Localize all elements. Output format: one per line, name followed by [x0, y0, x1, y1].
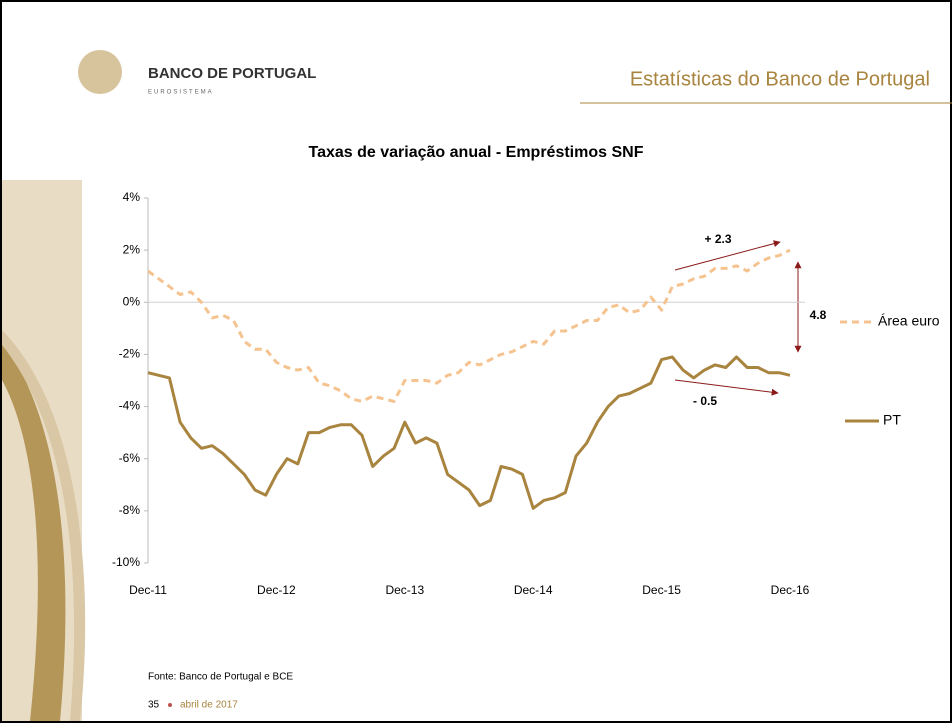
x-tick-label: Dec-12: [257, 583, 296, 597]
y-tick-label: -10%: [112, 555, 140, 569]
chart-title: Taxas de variação anual - Empréstimos SN…: [309, 144, 644, 161]
x-tick-label: Dec-13: [385, 583, 424, 597]
y-tick-label: 0%: [123, 294, 141, 308]
annotation: + 2.3: [704, 232, 731, 246]
annotation: 4.8: [810, 308, 827, 322]
y-tick-label: -4%: [119, 399, 141, 413]
date: abril de 2017: [180, 700, 238, 711]
x-tick-label: Dec-14: [514, 583, 553, 597]
legend-label: Área euro: [878, 313, 940, 329]
arrow: [674, 379, 779, 396]
arrow: [674, 240, 781, 271]
line-series: [147, 248, 791, 403]
y-tick-label: -8%: [119, 503, 141, 517]
annotation: - 0.5: [693, 394, 717, 408]
side-arc-light: [2, 330, 86, 721]
legend-label: PT: [883, 412, 901, 428]
x-tick-label: Dec-16: [771, 583, 810, 597]
x-tick-label: Dec-15: [642, 583, 681, 597]
line-series: [147, 355, 791, 510]
x-tick-label: Dec-11: [129, 583, 167, 597]
y-tick-label: 2%: [123, 242, 141, 256]
source: Fonte: Banco de Portugal e BCE: [148, 672, 293, 683]
brand-sub: EUROSISTEMA: [148, 90, 214, 96]
y-tick-label: -6%: [119, 451, 141, 465]
side-arc: [2, 340, 66, 721]
bullet: [168, 703, 172, 707]
y-tick-label: -2%: [119, 347, 141, 361]
logo: [78, 50, 122, 94]
y-tick-label: 4%: [123, 190, 141, 204]
page-number: 35: [148, 700, 160, 711]
brand: BANCO DE PORTUGAL: [148, 65, 316, 82]
header-title: Estatísticas do Banco de Portugal: [630, 68, 930, 90]
